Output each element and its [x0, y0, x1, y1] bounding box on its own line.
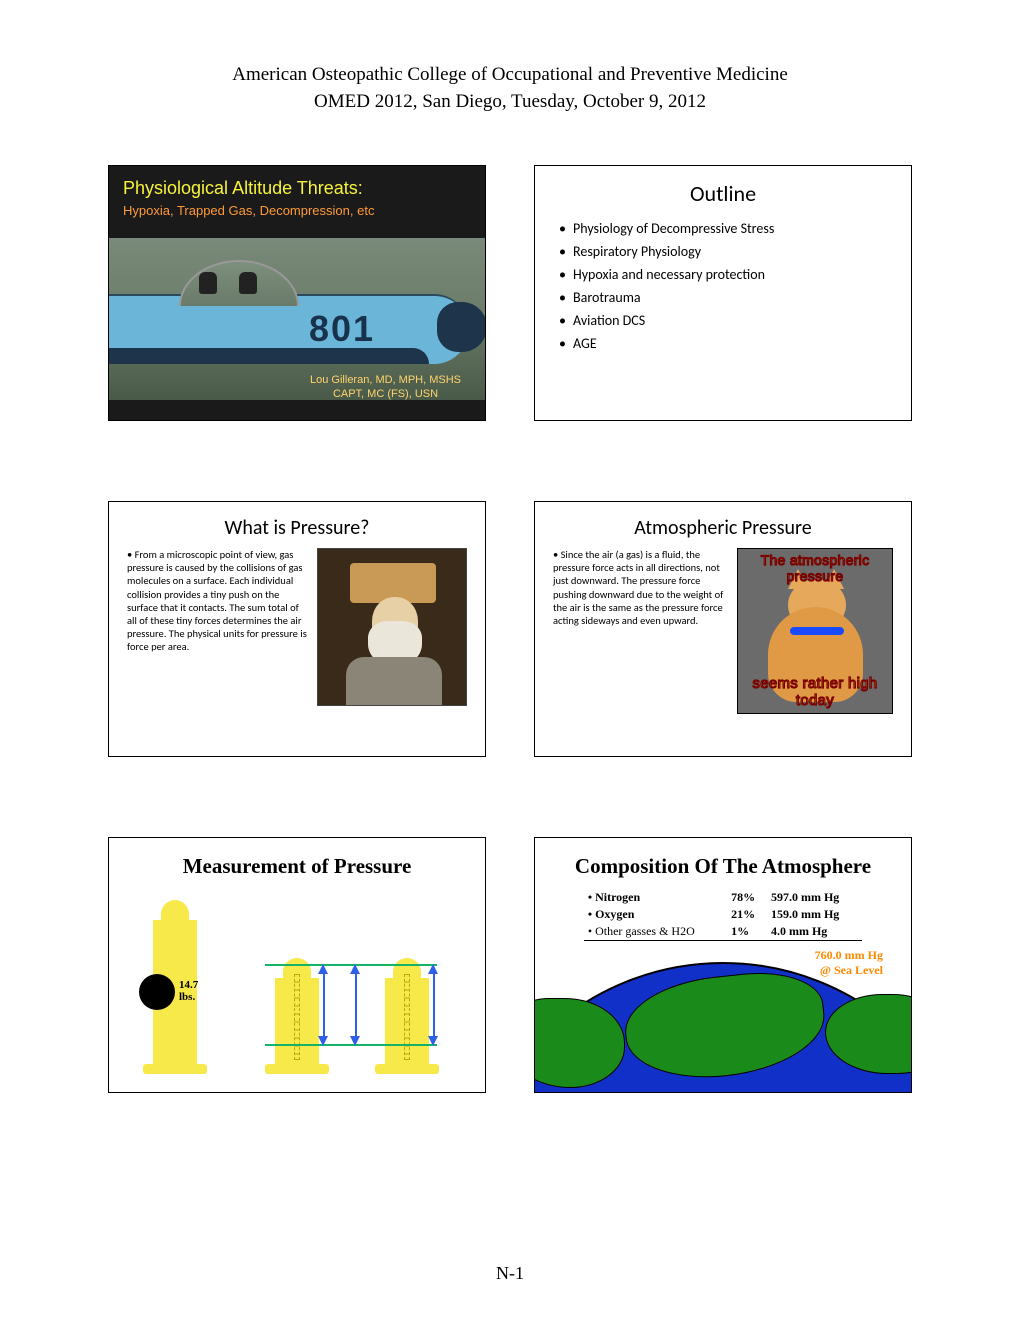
globe-image [535, 962, 911, 1093]
author-line1: Lou Gilleran, MD, MPH, MSHS [310, 373, 461, 388]
weight-label: 14.7lbs. [179, 980, 198, 1003]
page-header: American Osteopathic College of Occupati… [0, 0, 1020, 115]
header-line1: American Osteopathic College of Occupati… [0, 62, 1020, 89]
meme-bottom-text: seems rather high today [738, 675, 892, 709]
slide-measurement: Measurement of Pressure 14.7lbs. [108, 837, 486, 1093]
slide3-text: From a microscopic point of view, gas pr… [127, 548, 307, 706]
author-line2: CAPT, MC (FS), USN [310, 387, 461, 402]
cat-meme: The atmospheric pressure seems rather hi… [737, 548, 893, 714]
slide3-title: What is Pressure? [109, 502, 485, 548]
tail-number: 801 [309, 308, 375, 350]
slide2-title: Outline [535, 166, 911, 217]
slide1-subtitle: Hypoxia, Trapped Gas, Decompression, etc [109, 203, 485, 224]
list-item: Physiology of Decompressive Stress [559, 217, 887, 240]
slides-grid: Physiological Altitude Threats: Hypoxia,… [0, 115, 1020, 1093]
composition-table: Nitrogen 78% 597.0 mm Hg Oxygen 21% 159.… [584, 889, 862, 945]
header-line2: OMED 2012, San Diego, Tuesday, October 9… [0, 89, 1020, 116]
slide6-title: Composition Of The Atmosphere [535, 838, 911, 887]
meme-top-text: The atmospheric pressure [738, 552, 892, 584]
slide4-title: Atmospheric Pressure [535, 502, 911, 548]
slide4-text: Since the air (a gas) is a fluid, the pr… [553, 548, 727, 714]
author-block: Lou Gilleran, MD, MPH, MSHS CAPT, MC (FS… [310, 373, 461, 403]
list-item: AGE [559, 332, 887, 355]
list-item: Barotrauma [559, 286, 887, 309]
slide-title: Physiological Altitude Threats: Hypoxia,… [108, 165, 486, 421]
barometer-diagram: 14.7lbs. [109, 894, 485, 1082]
slide-atmospheric-pressure: Atmospheric Pressure Since the air (a ga… [534, 501, 912, 757]
man-photo [317, 548, 467, 706]
list-item: Hypoxia and necessary protection [559, 263, 887, 286]
table-row: Other gasses & H2O 1% 4.0 mm Hg [584, 923, 862, 941]
slide1-title: Physiological Altitude Threats: [109, 166, 485, 203]
outline-list: Physiology of Decompressive Stress Respi… [535, 217, 911, 355]
page-number: N-1 [0, 1263, 1020, 1284]
slide-composition: Composition Of The Atmosphere Nitrogen 7… [534, 837, 912, 1093]
slide-what-is-pressure: What is Pressure? From a microscopic poi… [108, 501, 486, 757]
slide5-title: Measurement of Pressure [109, 838, 485, 883]
weight-icon [139, 974, 175, 1010]
table-row: Oxygen 21% 159.0 mm Hg [584, 906, 862, 923]
list-item: Respiratory Physiology [559, 240, 887, 263]
slide-outline: Outline Physiology of Decompressive Stre… [534, 165, 912, 421]
table-row [584, 941, 862, 946]
list-item: Aviation DCS [559, 309, 887, 332]
table-row: Nitrogen 78% 597.0 mm Hg [584, 889, 862, 906]
